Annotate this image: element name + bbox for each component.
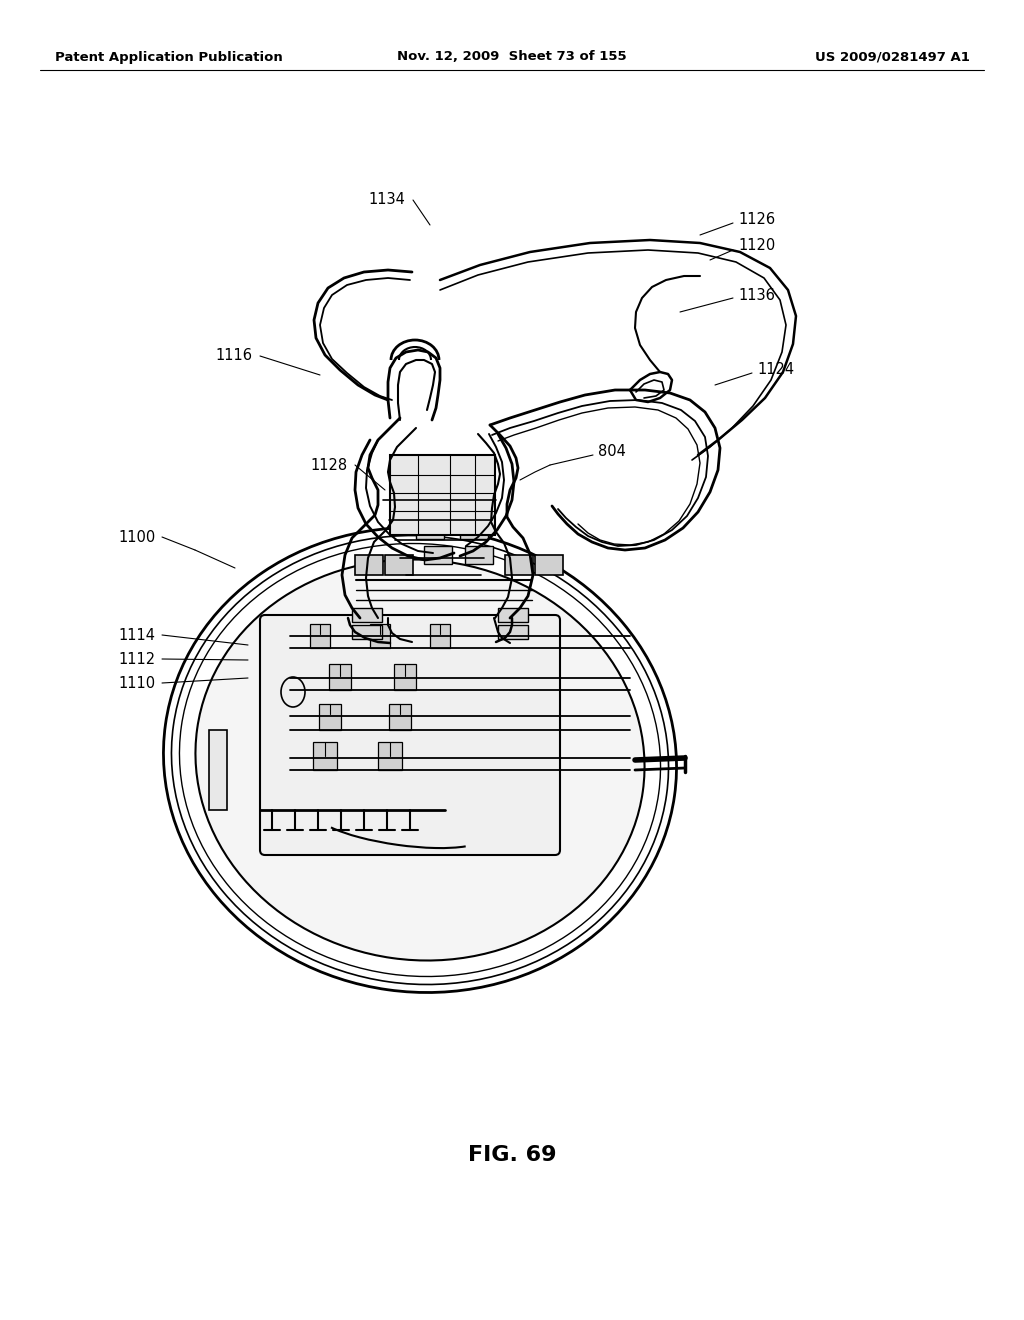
Text: Patent Application Publication: Patent Application Publication [55,50,283,63]
Ellipse shape [196,560,644,961]
Bar [313,742,337,770]
Bar [424,546,452,564]
Text: 1112: 1112 [118,652,155,667]
Bar [352,624,382,639]
Bar [329,664,351,690]
Text: Nov. 12, 2009  Sheet 73 of 155: Nov. 12, 2009 Sheet 73 of 155 [397,50,627,63]
Text: 804: 804 [598,444,626,458]
Text: 1126: 1126 [738,213,775,227]
Bar [394,664,416,690]
Bar [455,496,483,513]
Bar [370,624,390,648]
Text: US 2009/0281497 A1: US 2009/0281497 A1 [815,50,970,63]
FancyBboxPatch shape [260,615,560,855]
Bar [498,609,528,622]
Bar [310,624,330,648]
Bar [505,554,534,576]
Bar [390,455,495,535]
Bar [465,546,493,564]
Bar [430,624,450,648]
Bar [498,624,528,639]
Bar [385,554,413,576]
Bar [209,730,227,810]
Text: 1114: 1114 [118,627,155,643]
Text: 1124: 1124 [757,363,795,378]
Bar [389,704,411,730]
Bar [355,554,383,576]
Text: 1128: 1128 [310,458,347,473]
Bar [352,609,382,622]
Bar [460,521,488,539]
Bar [319,704,341,730]
Bar [535,554,563,576]
Text: 1116: 1116 [215,348,252,363]
Text: 1134: 1134 [368,193,404,207]
Bar [408,496,436,513]
Text: 1136: 1136 [738,288,775,302]
Text: FIG. 69: FIG. 69 [468,1144,556,1166]
Text: 1110: 1110 [118,676,155,690]
Text: 1120: 1120 [738,239,775,253]
Text: 1100: 1100 [118,529,156,544]
Bar [378,742,402,770]
Bar [416,521,444,539]
